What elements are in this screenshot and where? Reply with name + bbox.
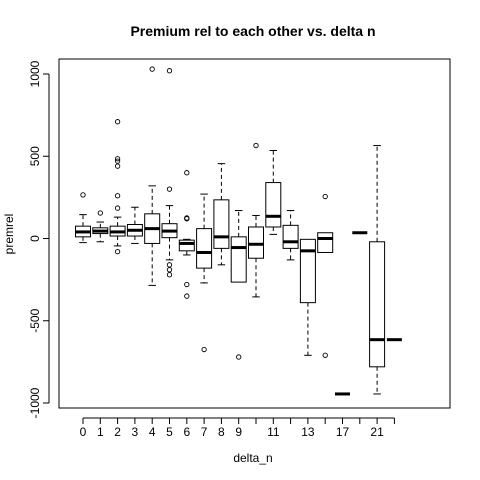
y-axis-label: premrel xyxy=(2,214,16,255)
outlier-point xyxy=(184,293,190,299)
outlier-point xyxy=(114,249,121,255)
y-tick-label: -1000 xyxy=(28,387,42,418)
box-5 xyxy=(161,68,178,278)
outlier-point xyxy=(322,193,328,200)
x-tick-label: 3 xyxy=(132,425,139,439)
box-1 xyxy=(92,210,109,243)
iqr-box xyxy=(317,232,334,253)
x-tick-label: 6 xyxy=(183,425,190,439)
outlier-point xyxy=(166,262,173,268)
outlier-point xyxy=(114,119,121,125)
outlier-point xyxy=(166,68,173,74)
outlier-point xyxy=(184,281,190,288)
outlier-point xyxy=(114,156,121,162)
outlier-point xyxy=(114,205,121,211)
box-10 xyxy=(248,142,264,298)
outlier-point xyxy=(149,66,155,72)
iqr-box xyxy=(282,224,299,249)
box-2 xyxy=(109,119,126,255)
outlier-point xyxy=(166,267,173,273)
y-tick-label: 1000 xyxy=(28,60,42,87)
outlier-point xyxy=(97,210,103,216)
box-0 xyxy=(75,192,91,244)
x-tick-label: 21 xyxy=(370,425,384,439)
x-tick-label: 2 xyxy=(114,425,121,439)
y-tick-label: 0 xyxy=(28,235,42,242)
iqr-box xyxy=(196,228,213,269)
outlier-point xyxy=(114,193,121,199)
x-tick-label: 7 xyxy=(201,425,208,439)
x-tick-label: 11 xyxy=(267,425,280,439)
box-13 xyxy=(299,238,316,356)
x-axis: 0 1 2 3 4 5 6 7 8 9 11 13 17 21 xyxy=(80,417,395,439)
iqr-box xyxy=(230,236,247,283)
x-tick-label: 13 xyxy=(301,425,315,439)
box-4 xyxy=(144,66,161,286)
outlier-point xyxy=(253,142,259,149)
x-tick-label: 9 xyxy=(235,425,242,439)
chart-title: Premium rel to each other vs. delta n xyxy=(130,23,375,39)
iqr-box xyxy=(178,239,195,252)
outlier-point xyxy=(184,215,190,221)
iqr-box xyxy=(369,241,386,368)
outlier-point xyxy=(236,354,242,360)
outlier-point xyxy=(166,272,173,278)
iqr-box xyxy=(213,199,230,249)
box-series xyxy=(75,66,402,396)
box-9 xyxy=(230,210,247,360)
box-21 xyxy=(369,145,386,395)
x-tick-label: 8 xyxy=(218,425,225,439)
box-15 xyxy=(317,193,334,358)
y-tick-label: 500 xyxy=(28,146,42,166)
iqr-box xyxy=(265,182,282,228)
iqr-box xyxy=(299,238,316,304)
outlier-point xyxy=(114,158,121,164)
x-tick-label: 5 xyxy=(166,425,173,439)
x-axis-label: delta_n xyxy=(233,451,272,465)
outlier-point xyxy=(184,170,190,176)
iqr-box xyxy=(248,226,264,259)
y-tick-label: -500 xyxy=(28,308,42,332)
box-11 xyxy=(265,149,282,235)
box-7 xyxy=(196,193,213,353)
x-tick-label: 17 xyxy=(336,425,350,439)
x-tick-label: 1 xyxy=(97,425,104,439)
box-3 xyxy=(126,206,143,244)
box-8 xyxy=(213,163,230,266)
box-12 xyxy=(282,210,299,261)
outlier-point xyxy=(166,186,173,192)
outlier-point xyxy=(201,346,207,353)
outlier-point xyxy=(114,163,121,169)
outlier-point xyxy=(322,352,328,358)
x-tick-label: 0 xyxy=(80,425,87,439)
outlier-point xyxy=(80,192,86,198)
y-axis: -1000 -500 0 500 1000 xyxy=(28,60,50,418)
box-6 xyxy=(178,170,195,299)
plot-frame xyxy=(58,58,451,409)
x-tick-label: 4 xyxy=(149,425,156,439)
